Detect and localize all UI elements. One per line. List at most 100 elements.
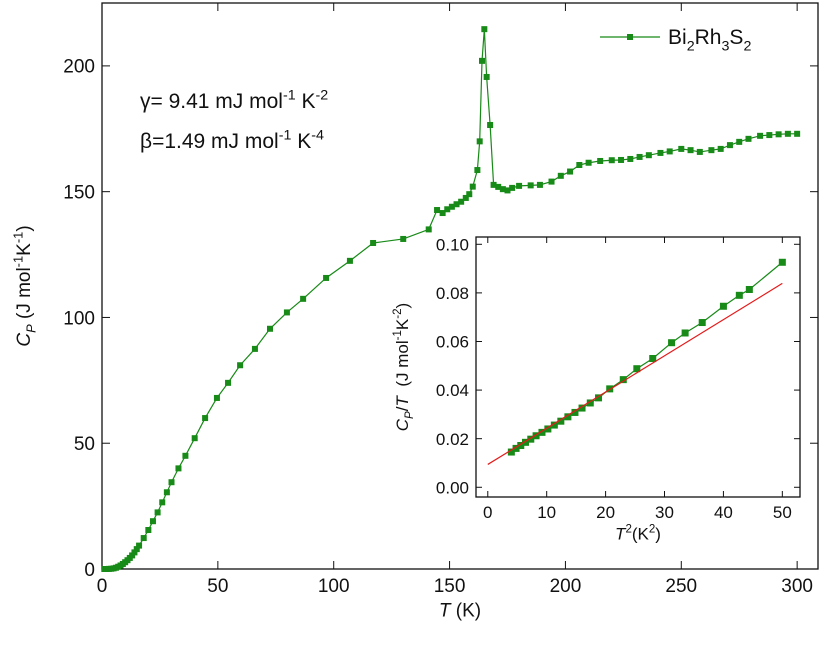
data-point	[544, 425, 552, 433]
text-part: /	[393, 406, 412, 411]
data-point	[149, 518, 156, 525]
x-tick-label: 300	[781, 576, 813, 597]
data-point	[202, 415, 209, 422]
text-part: S	[729, 26, 743, 49]
data-point	[175, 465, 182, 472]
y-tick-label: 200	[63, 57, 95, 78]
text-part: (J mol	[393, 340, 412, 396]
data-point	[766, 132, 773, 139]
text-part: γ= 9.41 mJ mol	[140, 90, 283, 113]
y-tick-label: 0.08	[436, 284, 469, 303]
data-point	[444, 206, 451, 213]
data-point	[145, 527, 152, 534]
annotation: β=1.49 mJ mol-1 K-4	[140, 128, 324, 153]
data-point	[678, 145, 685, 152]
x-tick-label: 250	[665, 576, 697, 597]
y-tick-label: 50	[74, 434, 95, 455]
data-point	[163, 489, 170, 496]
text-part: P	[404, 411, 416, 419]
data-point	[548, 178, 555, 185]
y-tick-label: 0	[84, 560, 95, 581]
data-point	[608, 157, 615, 164]
text-part: (K	[632, 525, 650, 544]
text-part: T	[393, 394, 412, 406]
data-point	[466, 191, 473, 198]
data-point	[735, 291, 743, 299]
data-point	[633, 365, 641, 373]
text-part: β=1.49 mJ mol	[140, 130, 279, 153]
data-point	[490, 181, 497, 188]
data-point	[567, 168, 574, 175]
data-point	[504, 187, 511, 194]
text-part: -2	[316, 88, 329, 104]
data-point	[237, 362, 244, 369]
data-point	[649, 354, 657, 362]
data-point	[784, 130, 791, 137]
data-point	[538, 428, 546, 436]
data-point	[225, 379, 232, 386]
data-point	[483, 73, 490, 80]
text-part: P	[24, 324, 39, 333]
text-part: C	[393, 418, 412, 431]
x-tick-label: 40	[714, 503, 733, 522]
data-point	[719, 302, 727, 310]
data-point	[251, 345, 258, 352]
data-point	[532, 432, 540, 440]
data-point	[757, 132, 764, 139]
text-part: K	[296, 90, 316, 113]
data-point	[717, 145, 724, 152]
y-tick-label: 150	[63, 183, 95, 204]
data-point	[726, 142, 733, 149]
data-point	[400, 235, 407, 242]
data-point	[687, 147, 694, 154]
x-tick-label: 0	[97, 576, 108, 597]
x-tick-label: 150	[434, 576, 466, 597]
text-part: Rh	[695, 26, 722, 49]
data-point	[462, 194, 469, 201]
data-point	[745, 285, 753, 293]
x-tick-label: 30	[655, 503, 674, 522]
data-point	[346, 257, 353, 264]
text-part: K	[291, 130, 311, 153]
data-point	[636, 153, 643, 160]
data-point	[266, 325, 273, 332]
data-point	[516, 182, 523, 189]
data-point	[154, 509, 161, 516]
data-point	[476, 138, 483, 145]
text-part: -2	[392, 308, 404, 318]
data-point	[140, 535, 147, 542]
annotation: γ= 9.41 mJ mol-1 K-2	[140, 88, 328, 113]
y-tick-label: 0.06	[436, 333, 469, 352]
data-point	[323, 274, 330, 281]
y-tick-label: 0.04	[436, 381, 469, 400]
data-point	[527, 435, 535, 443]
data-point	[453, 201, 460, 208]
data-point	[479, 57, 486, 64]
data-point	[182, 452, 189, 459]
x-tick-label: 50	[207, 576, 228, 597]
data-point	[136, 542, 143, 549]
data-point	[495, 183, 502, 190]
data-point	[619, 376, 627, 384]
data-point	[507, 448, 515, 456]
text-part: K	[393, 318, 412, 330]
data-point	[517, 441, 525, 449]
data-point	[627, 155, 634, 162]
x-axis-label: T2(K2)	[615, 524, 661, 544]
data-point	[213, 394, 220, 401]
text-part: -1	[10, 256, 25, 267]
data-point	[557, 172, 564, 179]
data-point	[778, 258, 786, 266]
data-point	[474, 167, 481, 174]
y-tick-label: 0.02	[436, 430, 469, 449]
data-point	[585, 159, 592, 166]
data-point	[586, 399, 594, 407]
data-point	[708, 147, 715, 154]
data-point	[564, 413, 572, 421]
data-point	[509, 184, 516, 191]
data-point	[550, 421, 558, 429]
data-point	[499, 186, 506, 193]
data-point	[618, 156, 625, 163]
data-point	[133, 546, 140, 553]
y-tick-label: 100	[63, 308, 95, 329]
